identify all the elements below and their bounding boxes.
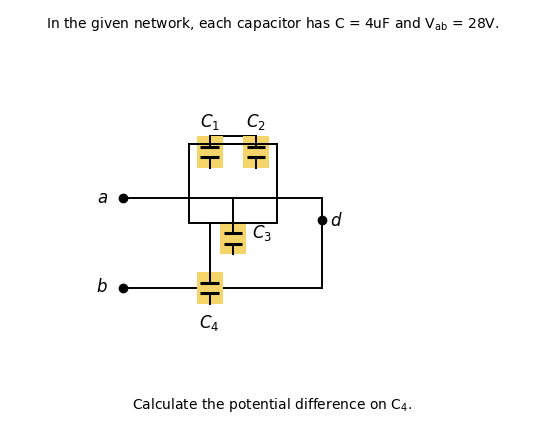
Bar bbox=[189, 144, 277, 224]
Text: $C_4$: $C_4$ bbox=[199, 312, 220, 332]
Text: Calculate the potential difference on C$_4$.: Calculate the potential difference on C$… bbox=[132, 395, 413, 413]
Text: $C_1$: $C_1$ bbox=[199, 112, 220, 132]
Text: $a$: $a$ bbox=[97, 188, 108, 206]
Text: In the given network, each capacitor has C = 4uF and V$_{\mathregular{ab}}$ = 28: In the given network, each capacitor has… bbox=[46, 15, 499, 33]
Bar bbox=[243, 137, 269, 168]
Bar bbox=[197, 137, 222, 168]
Bar bbox=[197, 273, 222, 304]
Text: $C_2$: $C_2$ bbox=[246, 112, 266, 132]
Bar bbox=[220, 223, 246, 255]
Text: $C_3$: $C_3$ bbox=[252, 222, 272, 242]
Text: $d$: $d$ bbox=[330, 212, 343, 230]
Text: $b$: $b$ bbox=[96, 278, 108, 296]
